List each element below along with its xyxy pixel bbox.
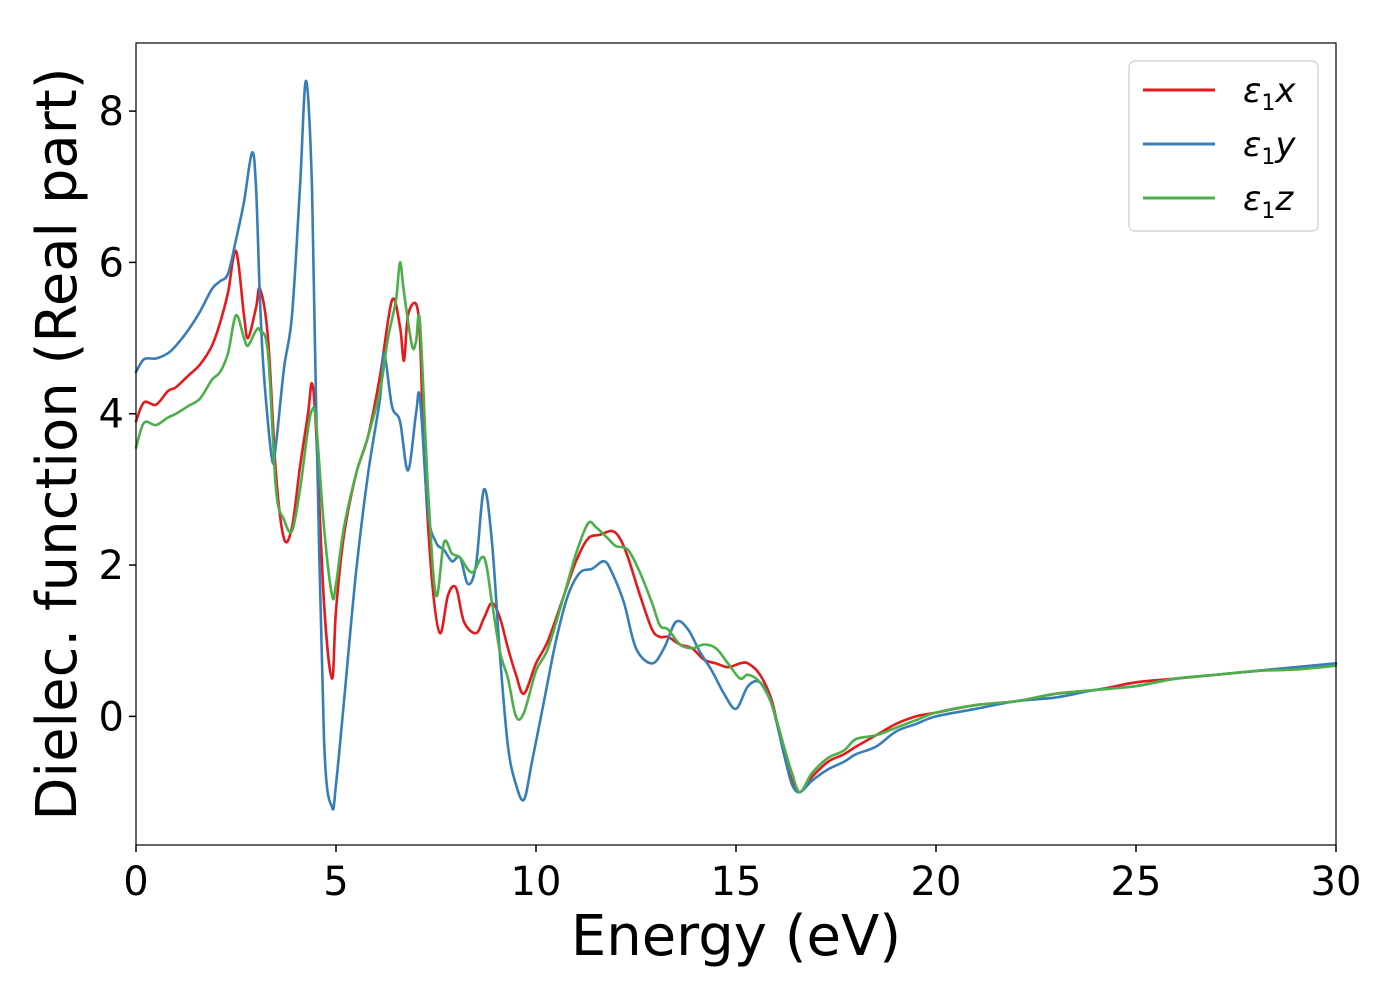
y-tick-label: 4 (99, 392, 124, 438)
x-tick-label: 0 (123, 859, 148, 905)
x-axis: 0 5 10 15 20 25 30 (123, 845, 1361, 905)
series-line-y (134, 79, 1338, 811)
legend-label-z: ε1z (1243, 179, 1294, 224)
y-tick-label: 2 (99, 543, 124, 589)
y-axis-label: Dielec. function (Real part) (25, 67, 90, 820)
legend: ε1x ε1y ε1z (1128, 60, 1319, 232)
x-tick-label: 5 (323, 859, 348, 905)
x-tick-label: 10 (511, 859, 562, 905)
series-line-z (134, 261, 1338, 794)
y-axis: 0 2 4 6 8 (99, 89, 136, 740)
x-tick-label: 25 (1111, 859, 1162, 905)
x-axis-label: Energy (eV) (571, 904, 901, 969)
x-tick-label: 30 (1311, 859, 1362, 905)
x-tick-label: 15 (711, 859, 762, 905)
y-tick-label: 6 (99, 240, 124, 286)
legend-label-x: ε1x (1243, 71, 1296, 116)
x-tick-label: 20 (911, 859, 962, 905)
plot-area (134, 79, 1338, 811)
legend-label-y: ε1y (1243, 125, 1296, 170)
y-tick-label: 8 (99, 89, 124, 135)
legend-box (1128, 60, 1319, 232)
y-tick-label: 0 (99, 694, 124, 740)
